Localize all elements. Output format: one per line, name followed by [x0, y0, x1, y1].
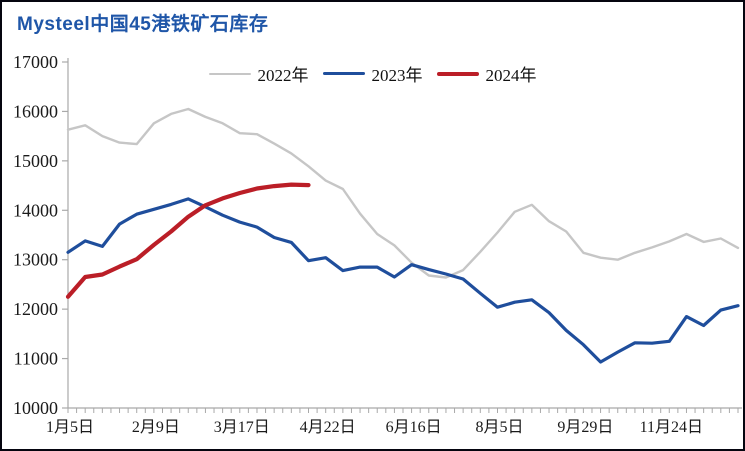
- x-tick-label: 2月9日: [132, 419, 180, 436]
- legend-label-2022: 2022年: [257, 66, 309, 85]
- series-line-2022年: [66, 107, 740, 279]
- series-line-2024年: [65, 182, 311, 299]
- series-line-2023年: [66, 197, 740, 364]
- x-tick-label: 4月22日: [300, 419, 356, 436]
- legend-swatch-2022: [208, 72, 251, 75]
- y-tick-label: 14000: [13, 200, 58, 220]
- y-tick-label: 16000: [13, 101, 58, 121]
- x-tick-label: 1月5日: [46, 419, 94, 436]
- legend-swatch-2023: [322, 72, 365, 75]
- y-tick-label: 11000: [14, 349, 58, 369]
- legend-label-2024: 2024年: [485, 66, 537, 85]
- legend-item-2023: 2023年: [322, 61, 423, 86]
- legend: 2022年 2023年 2024年: [2, 61, 743, 86]
- x-tick-label: 11月24日: [640, 419, 703, 436]
- y-tick-label: 10000: [13, 398, 58, 418]
- x-tick-label: 8月5日: [475, 419, 523, 436]
- y-tick-label: 12000: [13, 299, 58, 319]
- legend-label-2023: 2023年: [371, 66, 423, 85]
- y-tick-label: 15000: [13, 151, 58, 171]
- legend-item-2024: 2024年: [436, 61, 537, 86]
- y-tick-label: 13000: [13, 250, 58, 270]
- chart-title: Mysteel中国45港铁矿石库存: [17, 14, 269, 35]
- y-tick-label: 17000: [13, 52, 58, 72]
- legend-swatch-2024: [436, 71, 479, 76]
- x-tick-label: 6月16日: [386, 419, 442, 436]
- legend-item-2022: 2022年: [208, 61, 309, 86]
- x-tick-label: 9月29日: [557, 419, 613, 436]
- x-tick-label: 3月17日: [214, 419, 270, 436]
